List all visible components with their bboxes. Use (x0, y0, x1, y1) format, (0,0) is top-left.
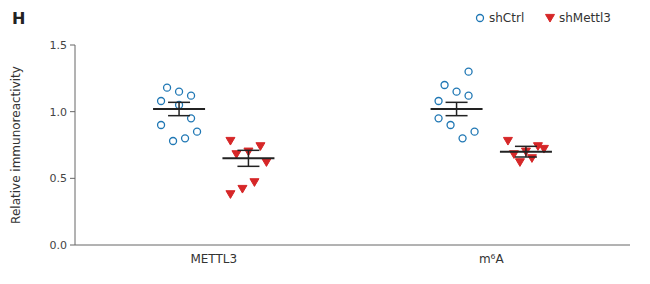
point (256, 143, 265, 151)
y-tick (70, 178, 75, 179)
point (164, 84, 171, 91)
x-axis-line (75, 245, 630, 246)
point (188, 92, 195, 99)
y-tick (70, 245, 75, 246)
point (194, 128, 201, 135)
error-bar-stem (248, 150, 250, 166)
point (441, 82, 448, 89)
legend-marker (477, 15, 484, 22)
y-tick-label: 0.5 (50, 172, 68, 185)
y-tick-label: 1.5 (50, 39, 68, 52)
point (471, 128, 478, 135)
error-bar (168, 102, 190, 115)
error-bar (515, 146, 537, 157)
point (459, 135, 466, 142)
title: H (12, 9, 25, 28)
y-tick-label: 1.0 (50, 106, 68, 119)
point (515, 159, 524, 167)
y-axis-label: Relative immunoreactivity (9, 66, 23, 224)
error-bar-cap (446, 115, 468, 117)
point (262, 159, 271, 167)
point (435, 115, 442, 122)
error-bar-cap (515, 146, 537, 148)
series (153, 68, 483, 144)
point (158, 122, 165, 129)
error-bar-cap (237, 166, 259, 168)
point (158, 98, 165, 105)
error-bar-cap (446, 102, 468, 104)
point (250, 179, 259, 187)
point (465, 92, 472, 99)
legend-marker (546, 14, 555, 22)
error-bar-stem (178, 102, 180, 115)
point (226, 137, 235, 145)
point (232, 151, 241, 159)
y-axis: 0.0 0.5 1.0 1.5 (50, 39, 631, 252)
series (222, 137, 552, 198)
error-bar (446, 102, 468, 115)
point (226, 191, 235, 199)
point (465, 68, 472, 75)
point (503, 137, 512, 145)
legend-label: shMettl3 (559, 11, 611, 25)
y-tick-label: 0.0 (50, 239, 68, 252)
point (182, 135, 189, 142)
y-axis-line (75, 45, 76, 245)
legend: shCtrl shMettl3 (477, 11, 611, 25)
error-bar-cap (168, 115, 190, 117)
error-bar-cap (515, 156, 537, 158)
y-tick (70, 45, 75, 46)
point (447, 122, 454, 129)
error-bar-cap (237, 150, 259, 152)
error-bar-stem (525, 146, 527, 157)
point (435, 98, 442, 105)
error-bar-stem (456, 102, 458, 115)
chart: H Relative immunoreactivity 0.0 0.5 1.0 1.5 ME… (0, 0, 650, 284)
point (527, 155, 536, 163)
plot-area (153, 68, 552, 198)
y-tick (70, 111, 75, 112)
x-tick-label: METTL3 (190, 252, 237, 266)
point (238, 185, 247, 193)
point (170, 138, 177, 145)
error-bar (237, 150, 259, 166)
x-tick-label: m⁶A (479, 252, 505, 266)
error-bar-cap (168, 102, 190, 104)
point (453, 88, 460, 95)
legend-label: shCtrl (489, 11, 524, 25)
point (176, 88, 183, 95)
